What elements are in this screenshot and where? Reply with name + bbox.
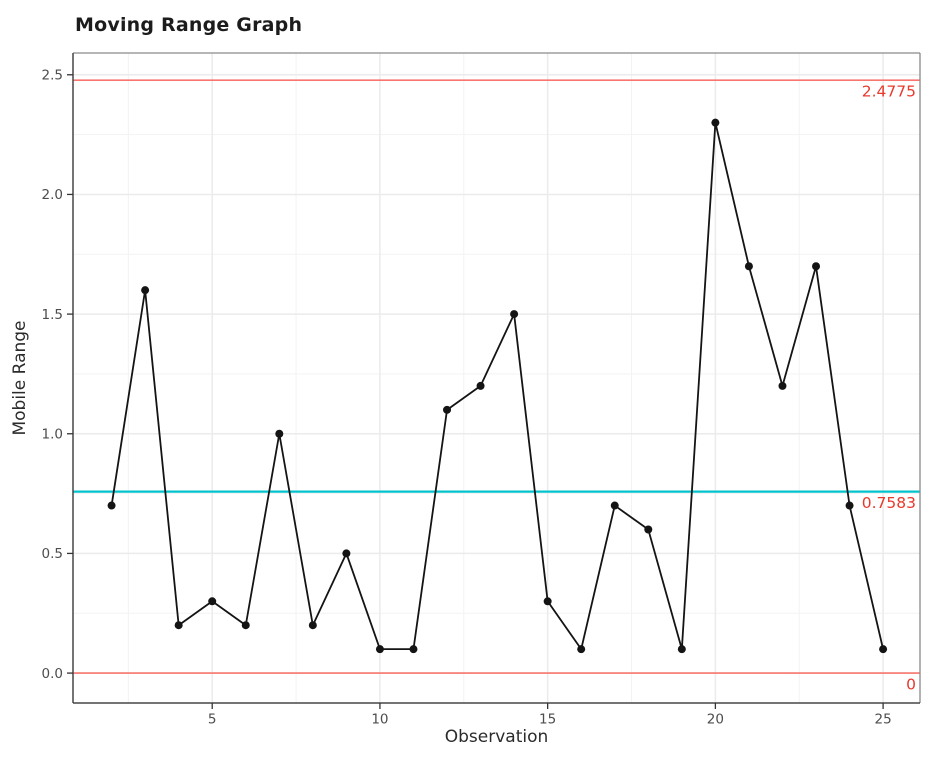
data-point [141, 286, 150, 295]
data-point [610, 501, 619, 510]
data-point [711, 118, 720, 127]
data-point [845, 501, 854, 510]
x-tick-label: 20 [707, 712, 724, 728]
data-point [677, 645, 686, 654]
data-point [644, 525, 653, 534]
y-axis-title: Mobile Range [10, 320, 30, 436]
data-point [375, 645, 384, 654]
reference-line-label: 0 [906, 676, 916, 694]
data-point [342, 549, 351, 558]
x-axis-title: Observation [444, 727, 549, 747]
data-point [174, 621, 183, 630]
data-point [409, 645, 418, 654]
x-tick-label: 25 [875, 712, 892, 728]
x-tick-label: 15 [539, 712, 556, 728]
reference-line-label: 0.7583 [862, 494, 916, 512]
data-point [107, 501, 116, 510]
x-tick-label: 10 [371, 712, 388, 728]
data-point [443, 405, 452, 414]
x-tick-label: 5 [208, 712, 217, 728]
data-point [812, 262, 821, 271]
y-tick-label: 0.0 [42, 666, 63, 682]
y-tick-label: 2.5 [42, 68, 63, 84]
data-point [879, 645, 888, 654]
y-tick-label: 2.0 [42, 187, 63, 203]
data-point [275, 429, 284, 438]
data-point [778, 381, 787, 390]
y-tick-label: 1.5 [42, 307, 63, 323]
y-tick-label: 1.0 [42, 427, 63, 443]
data-point [241, 621, 250, 630]
series-line [110, 121, 884, 651]
plot-panel [73, 53, 920, 703]
chart-title: Moving Range Graph [75, 14, 303, 36]
data-point [510, 310, 519, 319]
data-point [744, 262, 753, 271]
data-point [476, 381, 485, 390]
data-point [308, 621, 317, 630]
data-point [543, 597, 552, 606]
y-tick-label: 0.5 [42, 546, 63, 562]
data-point [208, 597, 217, 606]
data-point [577, 645, 586, 654]
reference-line-label: 2.4775 [862, 83, 916, 101]
